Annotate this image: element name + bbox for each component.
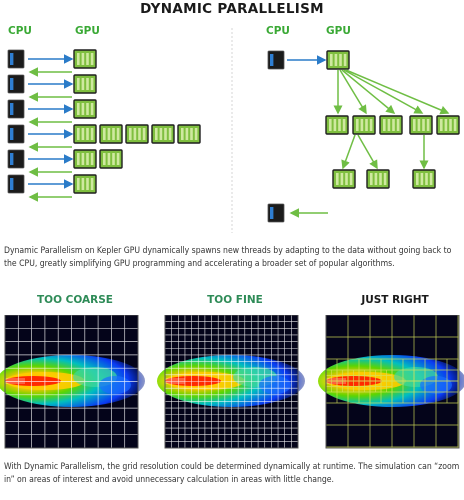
cpu-block (267, 203, 285, 223)
gpu-block (332, 169, 356, 189)
caption-top: Dynamic Parallelism on Kepler GPU dynami… (4, 246, 452, 269)
grid-too-coarse (0, 315, 145, 449)
simulation-grids (0, 315, 464, 449)
left-gpu-column (73, 49, 201, 194)
grid-label-just-right: JUST RIGHT (325, 294, 464, 306)
gpu-block (99, 124, 123, 144)
gpu-block (99, 149, 123, 169)
grid-too-fine (157, 315, 305, 449)
gpu-block (325, 115, 349, 135)
gpu-block (177, 124, 201, 144)
cpu-block (7, 124, 25, 144)
gpu-block (436, 115, 460, 135)
right-gpu-blocks (325, 115, 460, 189)
left-gpu-label: GPU (75, 25, 100, 37)
grid-label-text: JUST RIGHT (361, 294, 429, 306)
right-gpu-label: GPU (326, 25, 351, 37)
gpu-block (73, 74, 97, 94)
gpu-block (379, 115, 403, 135)
grid-label-text: TOO COARSE (37, 294, 113, 306)
gpu-block (125, 124, 149, 144)
grid-label-text: TOO FINE (207, 294, 263, 306)
right-spawn-arrows (333, 69, 450, 170)
left-cpu-column (7, 49, 25, 194)
gpu-block (151, 124, 175, 144)
gpu-block (366, 169, 390, 189)
gpu-block (73, 99, 97, 119)
cpu-block (7, 149, 25, 169)
gpu-block (412, 169, 436, 189)
cpu-block (267, 50, 285, 70)
gpu-block (409, 115, 433, 135)
cpu-block (7, 174, 25, 194)
gpu-block (326, 50, 350, 70)
right-cpu-label: CPU (266, 25, 290, 37)
gpu-block (73, 149, 97, 169)
page-title: DYNAMIC PARALLELISM (140, 1, 324, 17)
caption-bottom: With Dynamic Parallelism, the grid resol… (4, 462, 460, 485)
cpu-block (7, 74, 25, 94)
grid-just-right (318, 315, 464, 449)
gpu-block (73, 124, 97, 144)
gpu-block (73, 49, 97, 69)
gpu-block (73, 174, 97, 194)
left-arrows (28, 54, 74, 202)
dynamic-parallelism-diagram: CPU GPU CP (7, 25, 460, 233)
cpu-block (7, 49, 25, 69)
left-cpu-label: CPU (8, 25, 32, 37)
gpu-block (352, 115, 376, 135)
cpu-block (7, 99, 25, 119)
grid-label-too-coarse: TOO COARSE (5, 294, 145, 306)
grid-label-too-fine: TOO FINE (165, 294, 305, 306)
